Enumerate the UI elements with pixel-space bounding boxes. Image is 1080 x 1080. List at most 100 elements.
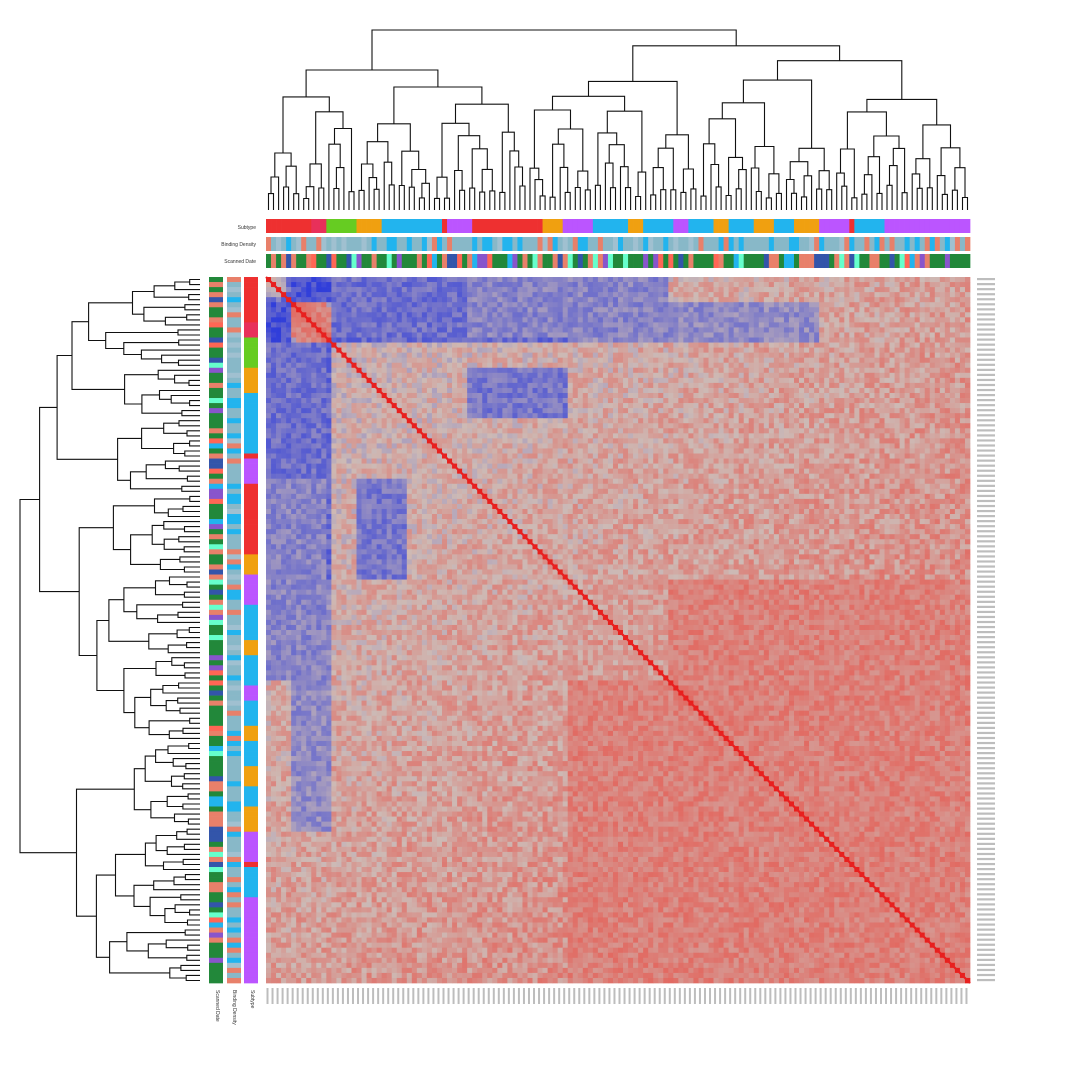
heatmap-cell bbox=[572, 287, 579, 293]
heatmap-cell bbox=[733, 297, 740, 303]
heatmap-cell bbox=[678, 297, 684, 303]
heatmap-cell bbox=[809, 367, 815, 374]
heatmap-cell bbox=[361, 322, 367, 328]
heatmap-cell bbox=[844, 398, 850, 404]
heatmap-cell bbox=[396, 392, 403, 399]
row-annotation-cell bbox=[227, 705, 241, 712]
heatmap-cell bbox=[431, 403, 438, 409]
col-annotation-cell bbox=[487, 254, 493, 268]
heatmap-cell bbox=[673, 287, 679, 293]
heatmap-cell bbox=[668, 297, 674, 303]
heatmap-cell bbox=[618, 352, 624, 359]
heatmap-cell bbox=[457, 367, 463, 374]
row-annotation-cell bbox=[209, 448, 223, 454]
heatmap-cell bbox=[934, 277, 941, 283]
heatmap-cell bbox=[301, 352, 307, 359]
heatmap-cell bbox=[356, 282, 362, 288]
heatmap-cell bbox=[542, 312, 548, 318]
heatmap-cell bbox=[914, 392, 921, 399]
dendrogram-branch bbox=[186, 919, 200, 926]
col-annotation-cell bbox=[909, 237, 916, 251]
heatmap-cell bbox=[839, 362, 845, 369]
heatmap-cell bbox=[834, 277, 840, 283]
heatmap-cell bbox=[532, 342, 538, 348]
heatmap-cell bbox=[366, 357, 372, 364]
heatmap-cell bbox=[693, 382, 699, 389]
heatmap-cell bbox=[884, 362, 890, 369]
row-annotation-cell bbox=[244, 307, 258, 313]
col-annotation-cell bbox=[562, 219, 569, 233]
heatmap-cell bbox=[527, 277, 533, 283]
heatmap-cell bbox=[527, 337, 533, 343]
dendrogram-branch bbox=[183, 546, 200, 553]
heatmap-cell bbox=[879, 347, 885, 353]
col-annotation-cell bbox=[547, 237, 553, 251]
heatmap-cell bbox=[271, 367, 277, 374]
heatmap-cell bbox=[467, 398, 473, 404]
col-annotation-cell bbox=[431, 219, 438, 233]
heatmap-cell bbox=[321, 312, 327, 318]
col-annotation-cell bbox=[728, 219, 735, 233]
col-annotation-cell bbox=[723, 219, 729, 233]
heatmap-cell bbox=[276, 347, 282, 353]
heatmap-cell bbox=[743, 413, 750, 419]
row-annotation-cell bbox=[209, 458, 223, 464]
heatmap-cell bbox=[467, 357, 473, 364]
heatmap-cell bbox=[406, 392, 413, 399]
row-annotation-cell bbox=[244, 387, 258, 394]
dendrogram-branch bbox=[826, 189, 833, 210]
heatmap-cell bbox=[879, 277, 885, 283]
heatmap-cell bbox=[633, 327, 639, 333]
heatmap-cell bbox=[959, 347, 966, 353]
heatmap-cell bbox=[592, 398, 599, 404]
heatmap-cell bbox=[874, 392, 880, 399]
row-annotation-cell bbox=[209, 554, 223, 560]
heatmap-cell bbox=[934, 317, 941, 323]
heatmap-cell bbox=[643, 342, 649, 348]
heatmap-cell bbox=[416, 367, 423, 374]
heatmap-cell bbox=[487, 342, 493, 348]
heatmap-cell bbox=[452, 317, 458, 323]
heatmap-cell bbox=[949, 352, 956, 359]
heatmap-cell bbox=[693, 413, 699, 419]
col-annotation-cell bbox=[944, 237, 951, 251]
heatmap-cell bbox=[582, 377, 589, 384]
col-annotation-cell bbox=[286, 219, 292, 233]
heatmap-cell bbox=[431, 398, 438, 404]
row-annotation-cell bbox=[227, 927, 241, 933]
heatmap-cell bbox=[326, 357, 332, 364]
heatmap-cell bbox=[587, 352, 594, 359]
heatmap-cell bbox=[939, 372, 946, 379]
heatmap-cell bbox=[929, 352, 936, 359]
heatmap-cell bbox=[728, 347, 735, 353]
heatmap-cell bbox=[552, 322, 559, 328]
heatmap-cell bbox=[602, 282, 609, 288]
heatmap-cell bbox=[708, 317, 714, 323]
dendrogram-branch bbox=[178, 682, 200, 689]
heatmap-cell bbox=[678, 362, 684, 369]
heatmap-cell bbox=[356, 413, 362, 419]
heatmap-cell bbox=[447, 403, 453, 409]
col-annotation-cell bbox=[728, 237, 735, 251]
col-annotation-cell bbox=[482, 254, 488, 268]
heatmap-cell bbox=[824, 302, 830, 308]
heatmap-cell bbox=[748, 322, 755, 328]
heatmap-cell bbox=[341, 347, 347, 353]
heatmap-cell bbox=[426, 322, 433, 328]
heatmap-cell bbox=[733, 337, 740, 343]
heatmap-cell bbox=[587, 408, 594, 414]
heatmap-cell bbox=[351, 382, 357, 389]
heatmap-cell bbox=[426, 297, 433, 303]
col-annotation-cell bbox=[522, 254, 528, 268]
heatmap-cell bbox=[612, 297, 619, 303]
heatmap-cell bbox=[939, 347, 946, 353]
heatmap-cell bbox=[341, 307, 347, 313]
row-annotation-cell bbox=[244, 347, 258, 353]
heatmap-cell bbox=[597, 377, 604, 384]
heatmap-cell bbox=[462, 327, 468, 333]
heatmap-cell bbox=[673, 292, 679, 298]
heatmap-cell bbox=[602, 287, 609, 293]
heatmap-cell bbox=[763, 392, 770, 399]
heatmap-cell bbox=[673, 307, 679, 313]
heatmap-cell bbox=[547, 277, 553, 283]
